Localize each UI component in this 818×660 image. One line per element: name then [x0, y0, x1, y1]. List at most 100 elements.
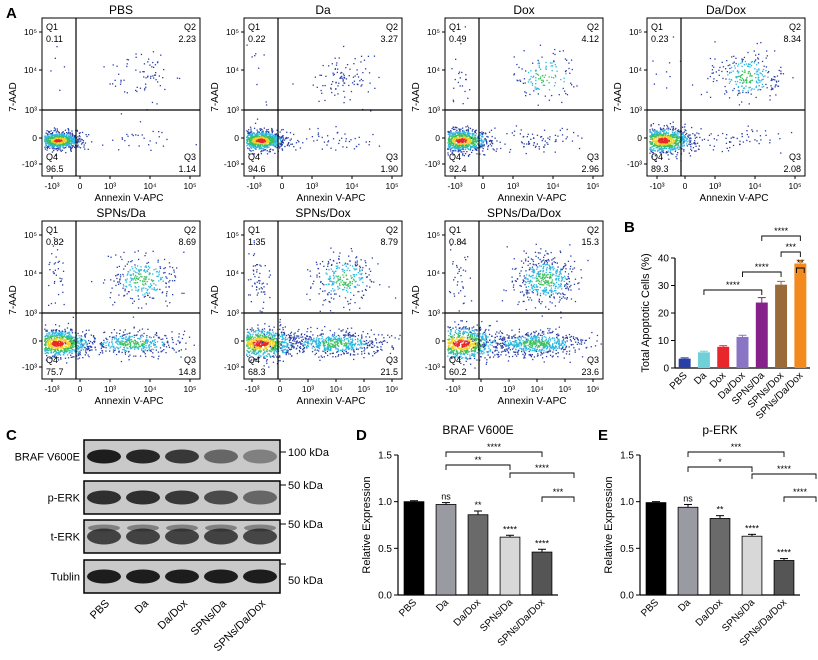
flow-event [146, 270, 148, 272]
flow-event [676, 139, 678, 141]
flow-event [73, 142, 76, 144]
flow-event [477, 136, 479, 138]
flow-event [737, 94, 739, 96]
flow-event [749, 140, 751, 143]
flow-event [57, 341, 59, 343]
flow-event [66, 134, 68, 136]
flow-event [655, 137, 657, 139]
flow-event [55, 353, 57, 355]
flow-event [490, 139, 492, 142]
flow-event [50, 345, 52, 347]
flow-event [54, 339, 56, 341]
flow-event [65, 335, 68, 337]
flow-event [57, 144, 59, 146]
flow-event [255, 133, 257, 135]
flow-event [486, 142, 488, 144]
flow-event [747, 125, 749, 127]
flow-event [540, 136, 543, 138]
flow-event [665, 137, 667, 139]
flow-event [460, 128, 462, 130]
flow-event [91, 349, 93, 351]
flow-event [73, 338, 75, 341]
flow-event [765, 57, 767, 59]
flow-event [662, 130, 664, 132]
flow-event [485, 133, 487, 135]
flow-event [55, 337, 57, 340]
flow-event [721, 150, 723, 153]
flow-event [456, 136, 458, 139]
flow-event [459, 144, 462, 146]
flow-event [259, 143, 262, 146]
flow-event [262, 131, 264, 134]
flow-event [731, 56, 733, 58]
flow-event [318, 100, 320, 102]
flow-event [452, 139, 454, 142]
flow-event [727, 64, 729, 67]
flow-event [655, 133, 657, 135]
flow-event [257, 135, 259, 137]
flow-event [151, 101, 154, 104]
flow-event [751, 88, 753, 90]
flow-event [58, 332, 61, 334]
flow-event [483, 143, 485, 146]
flow-event [67, 332, 69, 334]
flow-event [453, 142, 455, 144]
flow-event [449, 146, 451, 148]
flow-event [737, 89, 739, 92]
flow-event [70, 136, 73, 138]
flow-event [335, 149, 337, 151]
flow-event [368, 72, 371, 74]
flow-event [664, 138, 666, 141]
flow-event [274, 152, 276, 155]
flow-event [655, 135, 657, 137]
flow-event [51, 342, 53, 344]
flow-event [753, 62, 755, 64]
flow-event [68, 350, 70, 352]
flow-event [651, 151, 653, 153]
flow-event [455, 126, 457, 129]
flow-event [696, 136, 698, 138]
flow-event [60, 146, 62, 148]
flow-event [66, 332, 68, 335]
flow-event [523, 143, 525, 145]
flow-event [735, 76, 738, 78]
flow-event [447, 154, 449, 156]
flow-event [473, 138, 475, 140]
flow-event [58, 350, 60, 352]
flow-event [473, 143, 475, 145]
flow-panel: DaQ10.22Q23.27Q31.90Q494.610⁵10⁴10³0-10³… [210, 3, 403, 204]
flow-event [322, 64, 324, 67]
flow-event [333, 73, 335, 75]
flow-event [771, 78, 773, 80]
flow-event [250, 146, 252, 148]
flow-event [669, 140, 672, 142]
flow-event [776, 81, 778, 83]
flow-event [78, 348, 80, 350]
flow-event [275, 136, 278, 138]
flow-event [698, 145, 700, 147]
flow-event [458, 149, 460, 151]
flow-event [756, 130, 758, 132]
flow-event [455, 140, 457, 142]
flow-event [544, 84, 546, 86]
flow-event [262, 130, 264, 132]
flow-event [757, 89, 759, 91]
flow-event [124, 140, 126, 142]
flow-event [665, 144, 667, 146]
flow-event [248, 139, 251, 141]
flow-event [467, 148, 469, 150]
flow-event [454, 145, 456, 147]
flow-event [44, 136, 46, 139]
flow-event [339, 77, 341, 79]
flow-event [282, 142, 284, 144]
flow-event [678, 135, 680, 138]
flow-event [758, 79, 760, 82]
flow-event [671, 144, 673, 146]
flow-event [63, 338, 66, 341]
x-tick-label: 0 [78, 181, 83, 191]
flow-event [664, 141, 666, 143]
flow-event [86, 349, 88, 351]
flow-event [64, 334, 66, 336]
flow-event [661, 139, 663, 141]
flow-event [127, 291, 130, 293]
